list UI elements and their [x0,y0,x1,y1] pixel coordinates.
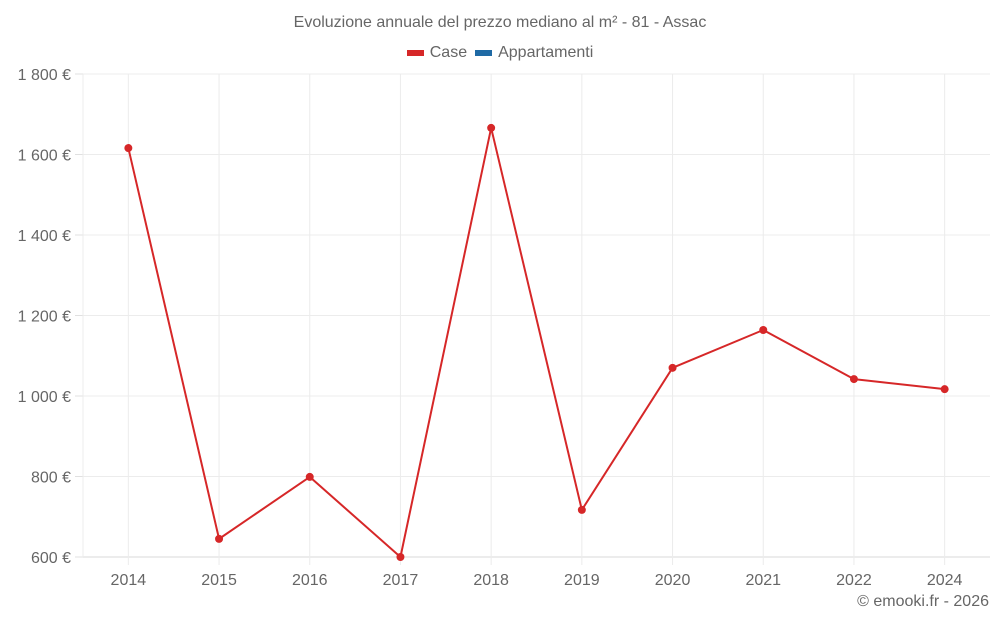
x-tick-label: 2019 [564,572,600,589]
y-tick-label: 800 € [31,470,71,487]
data-point[interactable] [940,385,949,394]
x-tick-label: 2024 [927,572,963,589]
x-tick-label: 2017 [383,572,419,589]
series-line-case [127,126,945,558]
legend-label-appartamenti: Appartamenti [498,44,594,61]
y-tick-label: 1 800 € [18,67,71,84]
legend-item-case[interactable]: Case [406,44,468,62]
x-tick-label: 2020 [655,572,691,589]
data-point[interactable] [668,363,677,372]
y-tick-label: 600 € [31,550,71,567]
y-tick-label: 1 400 € [18,228,71,245]
copyright-credit: © emooki.fr - 2026 [857,593,989,610]
data-point[interactable] [215,534,224,543]
data-point[interactable] [305,472,314,481]
chart-legend: Case Appartamenti [0,44,1000,62]
data-point[interactable] [759,325,768,334]
legend-label-case: Case [429,44,468,61]
legend-swatch-case-icon [406,50,424,56]
y-tick-label: 1 200 € [18,309,71,326]
x-tick-label: 2014 [111,572,147,589]
x-tick-label: 2015 [201,572,237,589]
data-point[interactable] [577,505,586,514]
chart-title: Evoluzione annuale del prezzo mediano al… [293,14,707,31]
data-point[interactable] [396,553,405,561]
y-tick-label: 1 600 € [18,148,71,165]
x-tick-label: 2021 [745,572,781,589]
x-tick-label: 2016 [292,572,328,589]
legend-item-appartamenti[interactable]: Appartamenti [475,44,593,62]
x-tick-label: 2022 [836,572,872,589]
legend-swatch-appartamenti-icon [475,50,493,56]
y-tick-label: 1 000 € [18,389,71,406]
x-tick-label: 2018 [473,572,509,589]
data-point[interactable] [849,375,858,384]
data-point[interactable] [124,144,133,153]
data-point[interactable] [487,123,496,132]
